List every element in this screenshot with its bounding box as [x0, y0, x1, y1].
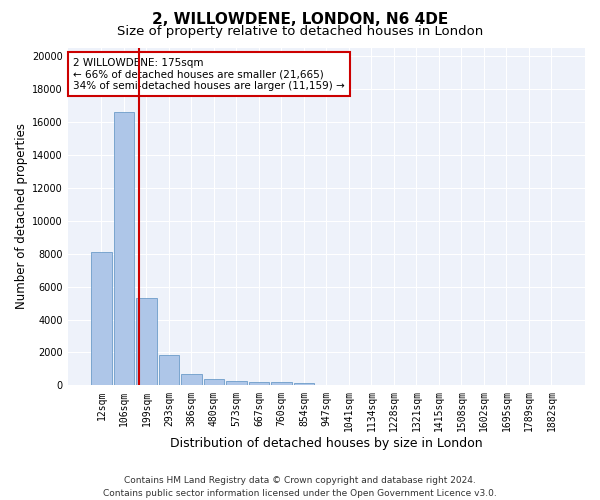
Bar: [136, 298, 157, 386]
Text: 2 WILLOWDENE: 175sqm
← 66% of detached houses are smaller (21,665)
34% of semi-d: 2 WILLOWDENE: 175sqm ← 66% of detached h…: [73, 58, 344, 91]
Bar: [204, 379, 224, 386]
Text: Size of property relative to detached houses in London: Size of property relative to detached ho…: [117, 25, 483, 38]
Bar: [249, 382, 269, 386]
Bar: [159, 355, 179, 386]
Bar: [294, 384, 314, 386]
X-axis label: Distribution of detached houses by size in London: Distribution of detached houses by size …: [170, 437, 483, 450]
Bar: [114, 112, 134, 386]
Y-axis label: Number of detached properties: Number of detached properties: [15, 124, 28, 310]
Text: Contains HM Land Registry data © Crown copyright and database right 2024.
Contai: Contains HM Land Registry data © Crown c…: [103, 476, 497, 498]
Bar: [181, 374, 202, 386]
Bar: [226, 381, 247, 386]
Bar: [91, 252, 112, 386]
Bar: [271, 382, 292, 386]
Text: 2, WILLOWDENE, LONDON, N6 4DE: 2, WILLOWDENE, LONDON, N6 4DE: [152, 12, 448, 28]
